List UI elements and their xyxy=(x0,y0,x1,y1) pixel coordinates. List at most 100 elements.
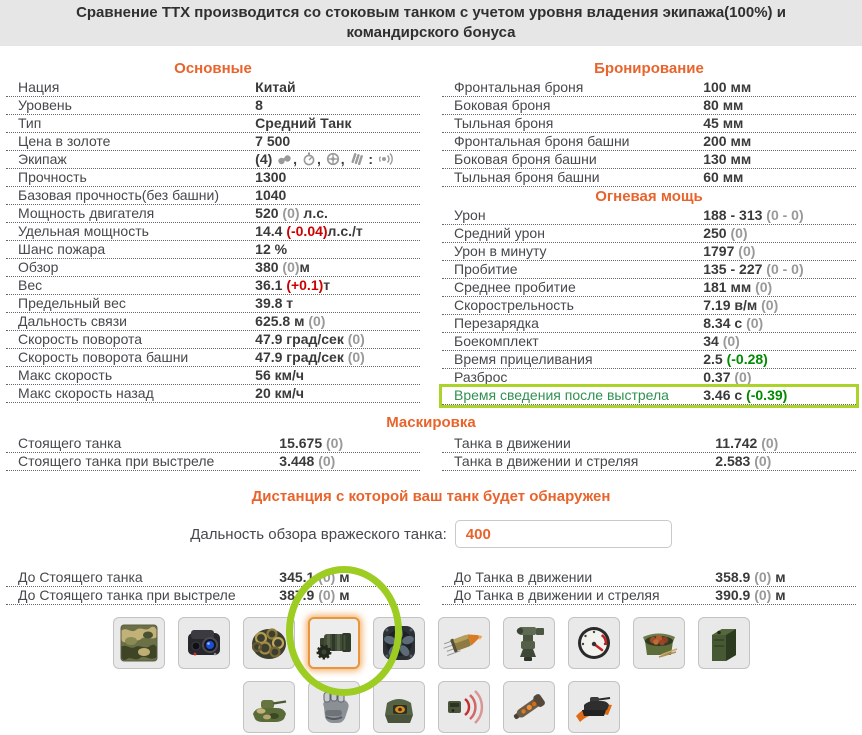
section-title-camo: Маскировка xyxy=(386,414,476,431)
equipment-tile-armored-fist[interactable] xyxy=(307,681,360,733)
stat-value: 80 мм xyxy=(703,97,744,113)
stat-row: Стоящего танка 15.675 (0) xyxy=(6,435,420,453)
stat-value: 7 500 xyxy=(255,133,291,149)
camo-net-icon xyxy=(117,621,161,665)
stat-value: 14.4 (-0.04)л.с./т xyxy=(255,223,363,239)
stat-label: До Стоящего танка при выстреле xyxy=(18,587,236,603)
stat-row: Тип Средний Танк xyxy=(6,115,420,133)
stat-value: 1300 xyxy=(255,169,287,185)
stat-row-highlighted: Время сведения после выстрела 3.46 с (-0.… xyxy=(442,387,856,405)
equipment-tile-speed-boost-tank[interactable] xyxy=(567,681,620,733)
stat-row: Боковая броня башни 130 мм xyxy=(442,151,856,169)
rations-tin-icon xyxy=(637,621,681,665)
shell-round-icon xyxy=(442,621,486,665)
stat-label: Боекомплект xyxy=(454,333,539,349)
stat-value: 39.8 т xyxy=(255,295,294,311)
stat-value: 11.742 (0) xyxy=(715,435,779,451)
stat-value: 135 - 227 (0 - 0) xyxy=(703,261,804,277)
stat-label: Скорость поворота xyxy=(18,331,143,347)
radio-icon xyxy=(377,151,396,167)
stat-label: Обзор xyxy=(18,259,59,275)
stat-row: Прочность 1300 xyxy=(6,169,420,187)
stat-label: Время прицеливания xyxy=(454,351,593,367)
stat-row: Урон в минуту 1797 (0) xyxy=(442,243,856,261)
stat-label: Боковая броня башни xyxy=(454,151,597,167)
stat-row: Боекомплект 34 (0) xyxy=(442,333,856,351)
loader-icon xyxy=(349,151,365,167)
stat-label: Экипаж xyxy=(18,151,67,167)
stat-label: Тыльная броня башни xyxy=(454,169,600,185)
stat-value: 345.1 (0) м xyxy=(279,569,350,585)
stat-label: Нация xyxy=(18,79,60,95)
stat-row: Макс скорость 56 км/ч xyxy=(6,367,420,385)
stats-grid: Основные Нация Китай Уровень 8 Тип Средний Та… xyxy=(0,59,862,405)
stat-label: Время сведения после выстрела xyxy=(454,387,669,403)
equipment-tile-camo-tank[interactable] xyxy=(242,681,295,733)
equipment-tile-gun-laying-drive[interactable] xyxy=(502,617,555,669)
equipment-tile-gauge-dial[interactable] xyxy=(567,617,620,669)
section-title-main: Основные xyxy=(174,60,252,77)
equipment-tile-camo-net[interactable] xyxy=(112,617,165,669)
enemy-view-range-input[interactable] xyxy=(454,520,672,548)
stat-label: Макс скорость xyxy=(18,367,113,383)
stat-row: Удельная мощность 14.4 (-0.04)л.с./т xyxy=(6,223,420,241)
equipment-tile-coated-optics[interactable] xyxy=(177,617,230,669)
stat-value: 1797 (0) xyxy=(703,243,756,259)
stat-row: Скорость поворота башни 47.9 град/сек (0) xyxy=(6,349,420,367)
equipment-tile-fan-cover[interactable] xyxy=(372,617,425,669)
fuel-canister-icon xyxy=(702,621,746,665)
stat-row: Уровень 8 xyxy=(6,97,420,115)
stat-label: Урон xyxy=(454,207,486,223)
stat-label: Прочность xyxy=(18,169,87,185)
equipment-tile-fuel-canister[interactable] xyxy=(697,617,750,669)
camo-tank-icon xyxy=(247,685,291,729)
stat-row: До Стоящего танка при выстреле 387.9 (0) … xyxy=(6,587,420,605)
equipment-tile-torsion-coils[interactable] xyxy=(242,617,295,669)
stat-label: Цена в золоте xyxy=(18,133,111,149)
stat-row: Стоящего танка при выстреле 3.448 (0) xyxy=(6,453,420,471)
stat-value: 7.19 в/м (0) xyxy=(703,297,779,313)
stat-row: Предельный вес 39.8 т xyxy=(6,295,420,313)
stat-label: Фронтальная броня башни xyxy=(454,133,630,149)
stat-value: 390.9 (0) м xyxy=(715,587,786,603)
section-title-firepower: Огневая мощь xyxy=(595,188,703,205)
stat-label: Тыльная броня xyxy=(454,115,554,131)
stat-row: До Стоящего танка 345.1 (0) м xyxy=(6,569,420,587)
comparison-note: Сравнение ТТХ производится со стоковым т… xyxy=(0,0,862,46)
stat-row: Боковая броня 80 мм xyxy=(442,97,856,115)
stat-row: Базовая прочность(без башни) 1040 xyxy=(6,187,420,205)
driver-icon xyxy=(325,151,341,167)
equipment-tile-observation-device[interactable] xyxy=(372,681,425,733)
stat-row: До Танка в движении 358.9 (0) м xyxy=(442,569,856,587)
stat-value: 380 (0)м xyxy=(255,259,310,275)
stat-label: Перезарядка xyxy=(454,315,539,331)
stat-label: Базовая прочность(без башни) xyxy=(18,187,220,203)
stat-row: Вес 36.1 (+0.1)т xyxy=(6,277,420,295)
stat-label: Скорострельность xyxy=(454,297,574,313)
equipment-tile-rations-tin[interactable] xyxy=(632,617,685,669)
stat-label: Танка в движении и стреляя xyxy=(454,453,639,469)
stat-value: 181 мм (0) xyxy=(703,279,773,295)
stat-value: 358.9 (0) м xyxy=(715,569,786,585)
gun-laying-drive-icon xyxy=(507,621,551,665)
stat-value: 625.8 м (0) xyxy=(255,313,326,329)
stat-row: Скорость поворота 47.9 град/сек (0) xyxy=(6,331,420,349)
equipment-tile-radio-signal[interactable] xyxy=(437,681,490,733)
stat-row: Перезарядка 8.34 с (0) xyxy=(442,315,856,333)
detection-grid: До Стоящего танка 345.1 (0) м До Стоящего … xyxy=(0,569,862,605)
stat-value: 3.46 с (-0.39) xyxy=(703,387,788,403)
stat-label: Предельный вес xyxy=(18,295,126,311)
gunner-icon xyxy=(301,151,317,167)
enemy-view-range-label: Дальность обзора вражеского танка: xyxy=(190,525,447,543)
equipment-row-2 xyxy=(0,681,862,733)
stat-row: Дальность связи 625.8 м (0) xyxy=(6,313,420,331)
main-stats-column: Основные Нация Китай Уровень 8 Тип Средний Та… xyxy=(6,59,420,405)
stat-row: Нация Китай xyxy=(6,79,420,97)
equipment-tile-shell-round[interactable] xyxy=(437,617,490,669)
equipment-tile-exhaust-pipe[interactable] xyxy=(502,681,555,733)
equipment-row-1 xyxy=(0,617,862,669)
stat-value: 387.9 (0) м xyxy=(279,587,350,603)
stat-label: Танка в движении xyxy=(454,435,571,451)
radio-signal-icon xyxy=(442,685,486,729)
equipment-tile-ventilation-motor[interactable] xyxy=(307,617,360,669)
